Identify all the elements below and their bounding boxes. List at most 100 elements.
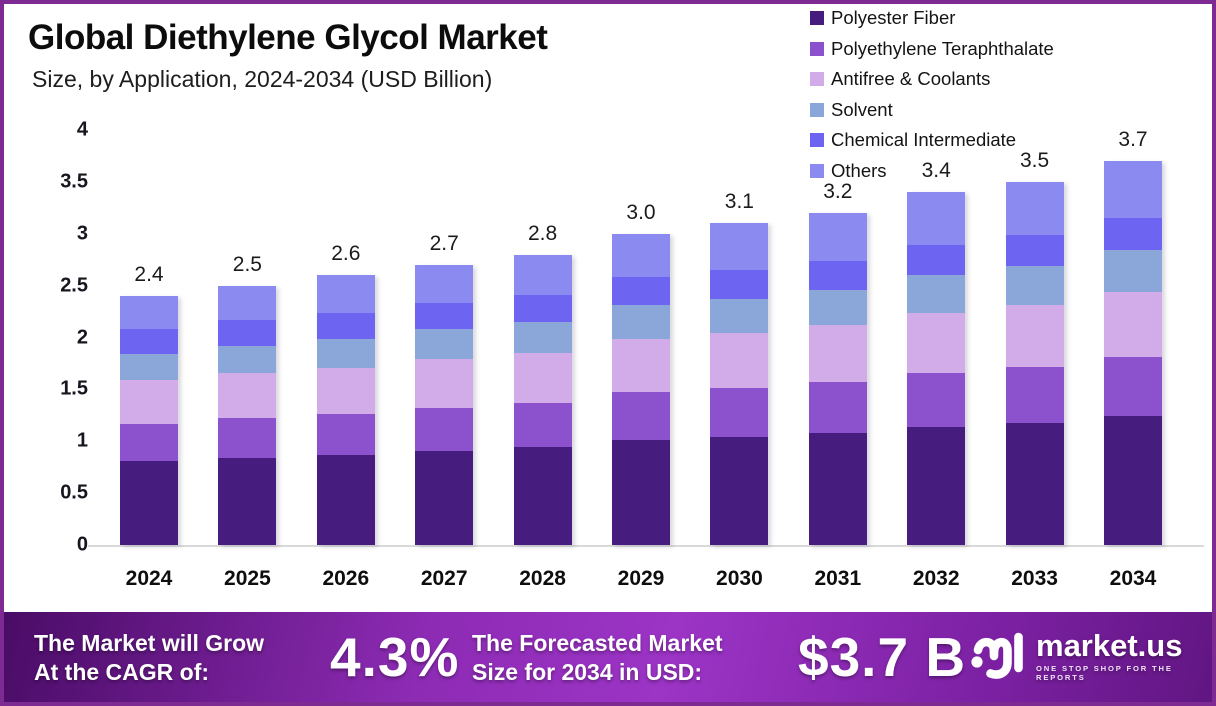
- bar-segment: [1104, 250, 1162, 292]
- legend-item: Others: [810, 160, 1054, 182]
- bar-total-label: 2.4: [134, 263, 164, 286]
- stacked-bar-2026: [316, 275, 375, 545]
- y-axis-tick-label: 1.5: [60, 377, 88, 400]
- bar-segment: [120, 380, 178, 424]
- bar-total-label: 3.0: [626, 200, 656, 224]
- brand-tagline: ONE STOP SHOP FOR THE REPORTS: [1036, 664, 1173, 682]
- bar-total-label: 2.6: [331, 242, 361, 266]
- bar-segment: [1005, 181, 1064, 235]
- stacked-bar-2033: [1005, 181, 1064, 545]
- stacked-bar-2030: [710, 223, 769, 545]
- bar-segment: [316, 414, 375, 455]
- bar-segment: [316, 454, 375, 545]
- bar-segment: [710, 270, 769, 300]
- bar-segment: [612, 392, 670, 441]
- cagr-label-line1: The Market will Grow: [34, 630, 265, 656]
- header: Global Diethylene Glycol Market Size, by…: [28, 18, 548, 93]
- bar-segment: [1104, 161, 1162, 219]
- page-subtitle: Size, by Application, 2024-2034 (USD Bil…: [32, 66, 493, 92]
- bar-total-label: 3.1: [724, 190, 754, 214]
- bar-segment: [415, 264, 474, 304]
- x-axis-label-2025: 2025: [224, 567, 271, 590]
- y-axis-tick-label: 2.5: [60, 274, 88, 297]
- x-axis-label-2031: 2031: [814, 567, 862, 590]
- bar-segment: [907, 426, 966, 545]
- bar-segment: [612, 277, 670, 306]
- bar-total-label: 3.2: [823, 180, 853, 203]
- bar-total-label: 3.4: [921, 159, 951, 183]
- bar-segment: [513, 254, 572, 295]
- bar-segment: [710, 223, 769, 271]
- legend-swatch-icon: [810, 72, 824, 86]
- bar-segment: [513, 353, 572, 403]
- stacked-bar-2032: [907, 192, 966, 545]
- bar-segment: [710, 437, 769, 545]
- stacked-bar-chart: 4 3.5 3 2.5 2 1.5 1 0.5 0 2.4 2024 2.5 2025 2.6 2026 2.…: [4, 4, 1212, 702]
- legend-swatch-icon: [810, 133, 824, 147]
- bar-segment: [1005, 265, 1064, 306]
- brand-logo: market.us ONE STOP SHOP FOR THE REPORTS: [970, 629, 1212, 686]
- bar-segment: [120, 460, 178, 545]
- bar-segment: [218, 345, 277, 373]
- y-axis-tick-label: 3: [76, 222, 88, 245]
- bar-segment: [907, 372, 966, 427]
- bar-segment: [1104, 357, 1162, 417]
- bar-segment: [1005, 305, 1064, 367]
- legend-swatch-icon: [810, 102, 824, 117]
- bar-segment: [612, 233, 670, 278]
- stacked-bar-2034: [1104, 161, 1162, 545]
- chart-legend: Polyester Fiber Polyethylene Teraphthalat…: [810, 7, 1054, 182]
- bar-segment: [218, 418, 277, 458]
- x-axis-label-2029: 2029: [617, 567, 665, 590]
- legend-item: Polyethylene Teraphthalate: [810, 38, 1054, 60]
- bar-segment: [120, 329, 178, 355]
- forecast-value: $3.7 B: [798, 626, 967, 688]
- bar-segment: [218, 372, 277, 419]
- bar-segment: [415, 303, 474, 330]
- stacked-bar-2031: [808, 213, 867, 545]
- bar-segment: [415, 329, 474, 360]
- x-axis-baseline: [88, 545, 1204, 547]
- bar-segment: [513, 402, 572, 448]
- bar-segment: [218, 285, 277, 320]
- stacked-bar-2024: [120, 296, 178, 545]
- bar-segment: [218, 319, 277, 346]
- x-axis-label-2030: 2030: [716, 567, 763, 590]
- bar-segment: [907, 312, 966, 373]
- bar-segment: [1005, 366, 1064, 423]
- bar-segment: [612, 338, 670, 393]
- x-axis-label-2033: 2033: [1011, 567, 1058, 590]
- bar-segment: [612, 305, 670, 339]
- bar-segment: [316, 338, 375, 368]
- cagr-value: 4.3%: [330, 626, 460, 688]
- footer-banner: The Market will Grow At the CAGR of: 4.3…: [4, 612, 1212, 702]
- legend-label: Polyester Fiber: [831, 7, 956, 28]
- legend-item: Antifree & Coolants: [810, 68, 1054, 90]
- bar-segment: [120, 423, 178, 461]
- legend-item: Polyester Fiber: [810, 7, 1054, 29]
- bar-segment: [1005, 422, 1064, 545]
- bar-segment: [710, 388, 769, 438]
- forecast-label: The Forecasted Market Size for 2034 in U…: [472, 629, 723, 687]
- bar-segment: [808, 325, 867, 383]
- market-us-logo-icon: [970, 629, 1026, 686]
- stacked-bar-2027: [415, 264, 474, 545]
- legend-label: Solvent: [831, 98, 893, 120]
- bar-segment: [316, 367, 375, 415]
- bar-total-label: 2.8: [527, 221, 558, 245]
- bar-segment: [907, 245, 966, 276]
- x-axis-label-2032: 2032: [912, 567, 960, 590]
- bar-segment: [808, 260, 867, 290]
- legend-swatch-icon: [810, 41, 824, 56]
- bar-segment: [907, 275, 966, 313]
- bar-segment: [120, 296, 178, 330]
- page-title: Global Diethylene Glycol Market: [28, 18, 548, 57]
- legend-swatch-icon: [810, 163, 824, 178]
- bar-segment: [120, 354, 178, 381]
- x-axis-label-2028: 2028: [519, 567, 566, 590]
- bar-segment: [218, 457, 277, 545]
- bar-segment: [316, 275, 375, 313]
- bar-segment: [1104, 291, 1162, 358]
- bar-segment: [808, 382, 867, 433]
